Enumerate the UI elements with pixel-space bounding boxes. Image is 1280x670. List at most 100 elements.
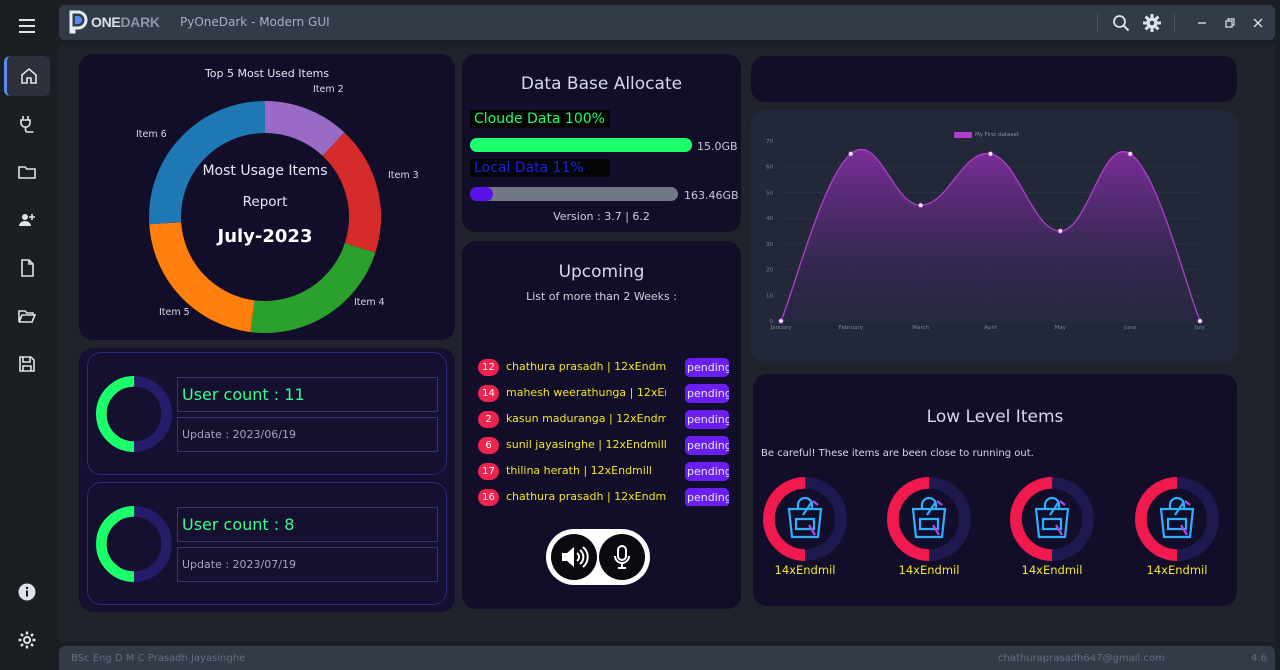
pending-button[interactable]: pending (685, 358, 729, 377)
menu-file-button[interactable] (4, 248, 50, 288)
list-item: 16 chathura prasadh | 12xEndmill pending (476, 488, 730, 506)
bag-icon (1034, 496, 1070, 539)
version-text: Version : 3.7 | 6.2 (553, 210, 650, 223)
upcoming-card: Upcoming List of more than 2 Weeks : 12 … (462, 241, 741, 609)
donut-slice-item-4[interactable] (250, 242, 376, 333)
database-title: Data Base Allocate (520, 74, 683, 94)
low-level-item[interactable]: 14xEndmil (1135, 477, 1219, 587)
data-point[interactable] (1057, 228, 1063, 234)
list-item: 6 sunil jayasinghe | 12xEndmill pending (476, 436, 730, 456)
app-logo: ONEDARK (67, 9, 160, 35)
minimize-button[interactable] (1191, 12, 1213, 34)
info-icon (18, 583, 36, 601)
data-point[interactable] (918, 202, 924, 208)
y-tick-label: 60 (766, 165, 773, 171)
media-controls (546, 529, 650, 585)
close-button[interactable] (1247, 12, 1269, 34)
cloud-bar-track (470, 138, 692, 152)
data-point[interactable] (1127, 151, 1133, 157)
pending-button[interactable]: pending (685, 384, 729, 403)
donut-chart (149, 101, 381, 333)
left-menu (0, 0, 52, 670)
donut-title: Top 5 Most Used Items (204, 67, 330, 80)
user-update-text: Update : 2023/07/19 (182, 558, 296, 571)
minimize-icon (1198, 22, 1206, 24)
low-level-item[interactable]: 14xEndmil (763, 477, 847, 587)
list-item: 17 thilina herath | 12xEndmill pending (476, 462, 730, 482)
menu-folder-open-button[interactable] (4, 296, 50, 336)
pending-button[interactable]: pending (685, 462, 729, 481)
x-tick-label: May (1055, 325, 1067, 331)
item-name: chathura prasadh | 12xEndmill (506, 360, 666, 373)
upcoming-subtitle: List of more than 2 Weeks : (526, 290, 677, 303)
user-update-box: Update : 2023/06/19 (177, 417, 438, 452)
x-tick-label: July (1194, 325, 1206, 331)
settings-button[interactable] (1141, 12, 1163, 34)
donut-slice-item-5[interactable] (149, 221, 255, 333)
speaker-button[interactable] (551, 534, 597, 580)
menu-info-button[interactable] (4, 572, 50, 612)
menu-settings-button[interactable] (4, 620, 50, 660)
menu-home-button[interactable] (4, 56, 50, 96)
data-point[interactable] (778, 318, 784, 324)
menu-folder-button[interactable] (4, 152, 50, 192)
slice-label-item-2: Item 2 (313, 84, 344, 95)
restore-icon (1225, 18, 1235, 28)
title-separator (1174, 13, 1175, 33)
x-tick-label: April (984, 325, 997, 331)
low-level-label: 14xEndmil (1146, 563, 1208, 577)
y-tick-label: 30 (766, 242, 773, 248)
y-tick-label: 0 (770, 319, 774, 325)
menu-save-button[interactable] (4, 344, 50, 384)
title-bar: ONEDARK PyOneDark - Modern GUI (59, 5, 1275, 40)
add-user-icon (19, 214, 35, 226)
menu-plug-button[interactable] (4, 104, 50, 144)
pending-button[interactable]: pending (685, 410, 729, 429)
save-icon (19, 356, 35, 372)
list-item: 2 kasun maduranga | 12xEndmill pending (476, 410, 730, 430)
donut-slice-item-2[interactable] (264, 101, 345, 157)
item-name: kasun maduranga | 12xEndmill (506, 412, 666, 425)
area-chart: 0 10 20 30 40 50 60 70 January February March April… (766, 139, 1206, 331)
home-icon (20, 67, 37, 84)
item-number-badge: 2 (478, 411, 499, 428)
low-level-item[interactable]: 14xEndmil (1010, 477, 1094, 587)
area-fill (781, 149, 1200, 321)
user-update-text: Update : 2023/06/19 (182, 428, 296, 441)
local-size: 163.46GB (684, 189, 739, 202)
upcoming-list[interactable]: 12 chathura prasadh | 12xEndmill pending… (476, 356, 730, 506)
user-panel: User count : 11 Update : 2023/06/19 User… (79, 348, 455, 612)
user-count-box: User count : 8 (177, 507, 438, 542)
chart-legend[interactable]: My First dataset (954, 132, 1019, 138)
slice-label-item-4: Item 4 (354, 297, 385, 308)
donut-slice-item-3[interactable] (322, 132, 381, 253)
data-point[interactable] (1197, 318, 1203, 324)
user-count-text: User count : 11 (182, 385, 305, 404)
maximize-button[interactable] (1219, 12, 1241, 34)
donut-center-line3: July-2023 (217, 226, 313, 247)
pending-button[interactable]: pending (685, 436, 729, 455)
stock-ring-chart (1010, 477, 1094, 561)
microphone-button[interactable] (599, 534, 645, 580)
folder-open-icon (18, 310, 37, 323)
menu-add-user-button[interactable] (4, 200, 50, 240)
item-number-badge: 17 (478, 463, 499, 480)
donut-slice-item-6[interactable] (149, 101, 266, 225)
item-name: mahesh weerathunga | 12xEndmill (506, 386, 666, 399)
user-count-text: User count : 8 (182, 515, 295, 534)
legend-label: My First dataset (975, 132, 1019, 138)
y-tick-label: 70 (766, 139, 773, 145)
data-point[interactable] (987, 151, 994, 157)
menu-toggle-button[interactable] (4, 6, 50, 46)
ring-fill (96, 506, 172, 582)
data-point[interactable] (848, 151, 854, 157)
ring-fill (1010, 477, 1094, 561)
search-button[interactable] (1110, 12, 1132, 34)
low-level-item[interactable]: 14xEndmil (887, 477, 971, 587)
item-name: sunil jayasinghe | 12xEndmill (506, 438, 666, 451)
local-bar-track (470, 187, 678, 201)
low-level-label: 14xEndmil (774, 563, 836, 577)
database-card: Data Base Allocate Cloude Data 100% 15.0… (462, 54, 741, 232)
pending-button[interactable]: pending (685, 488, 729, 506)
app-title: PyOneDark - Modern GUI (180, 15, 330, 29)
